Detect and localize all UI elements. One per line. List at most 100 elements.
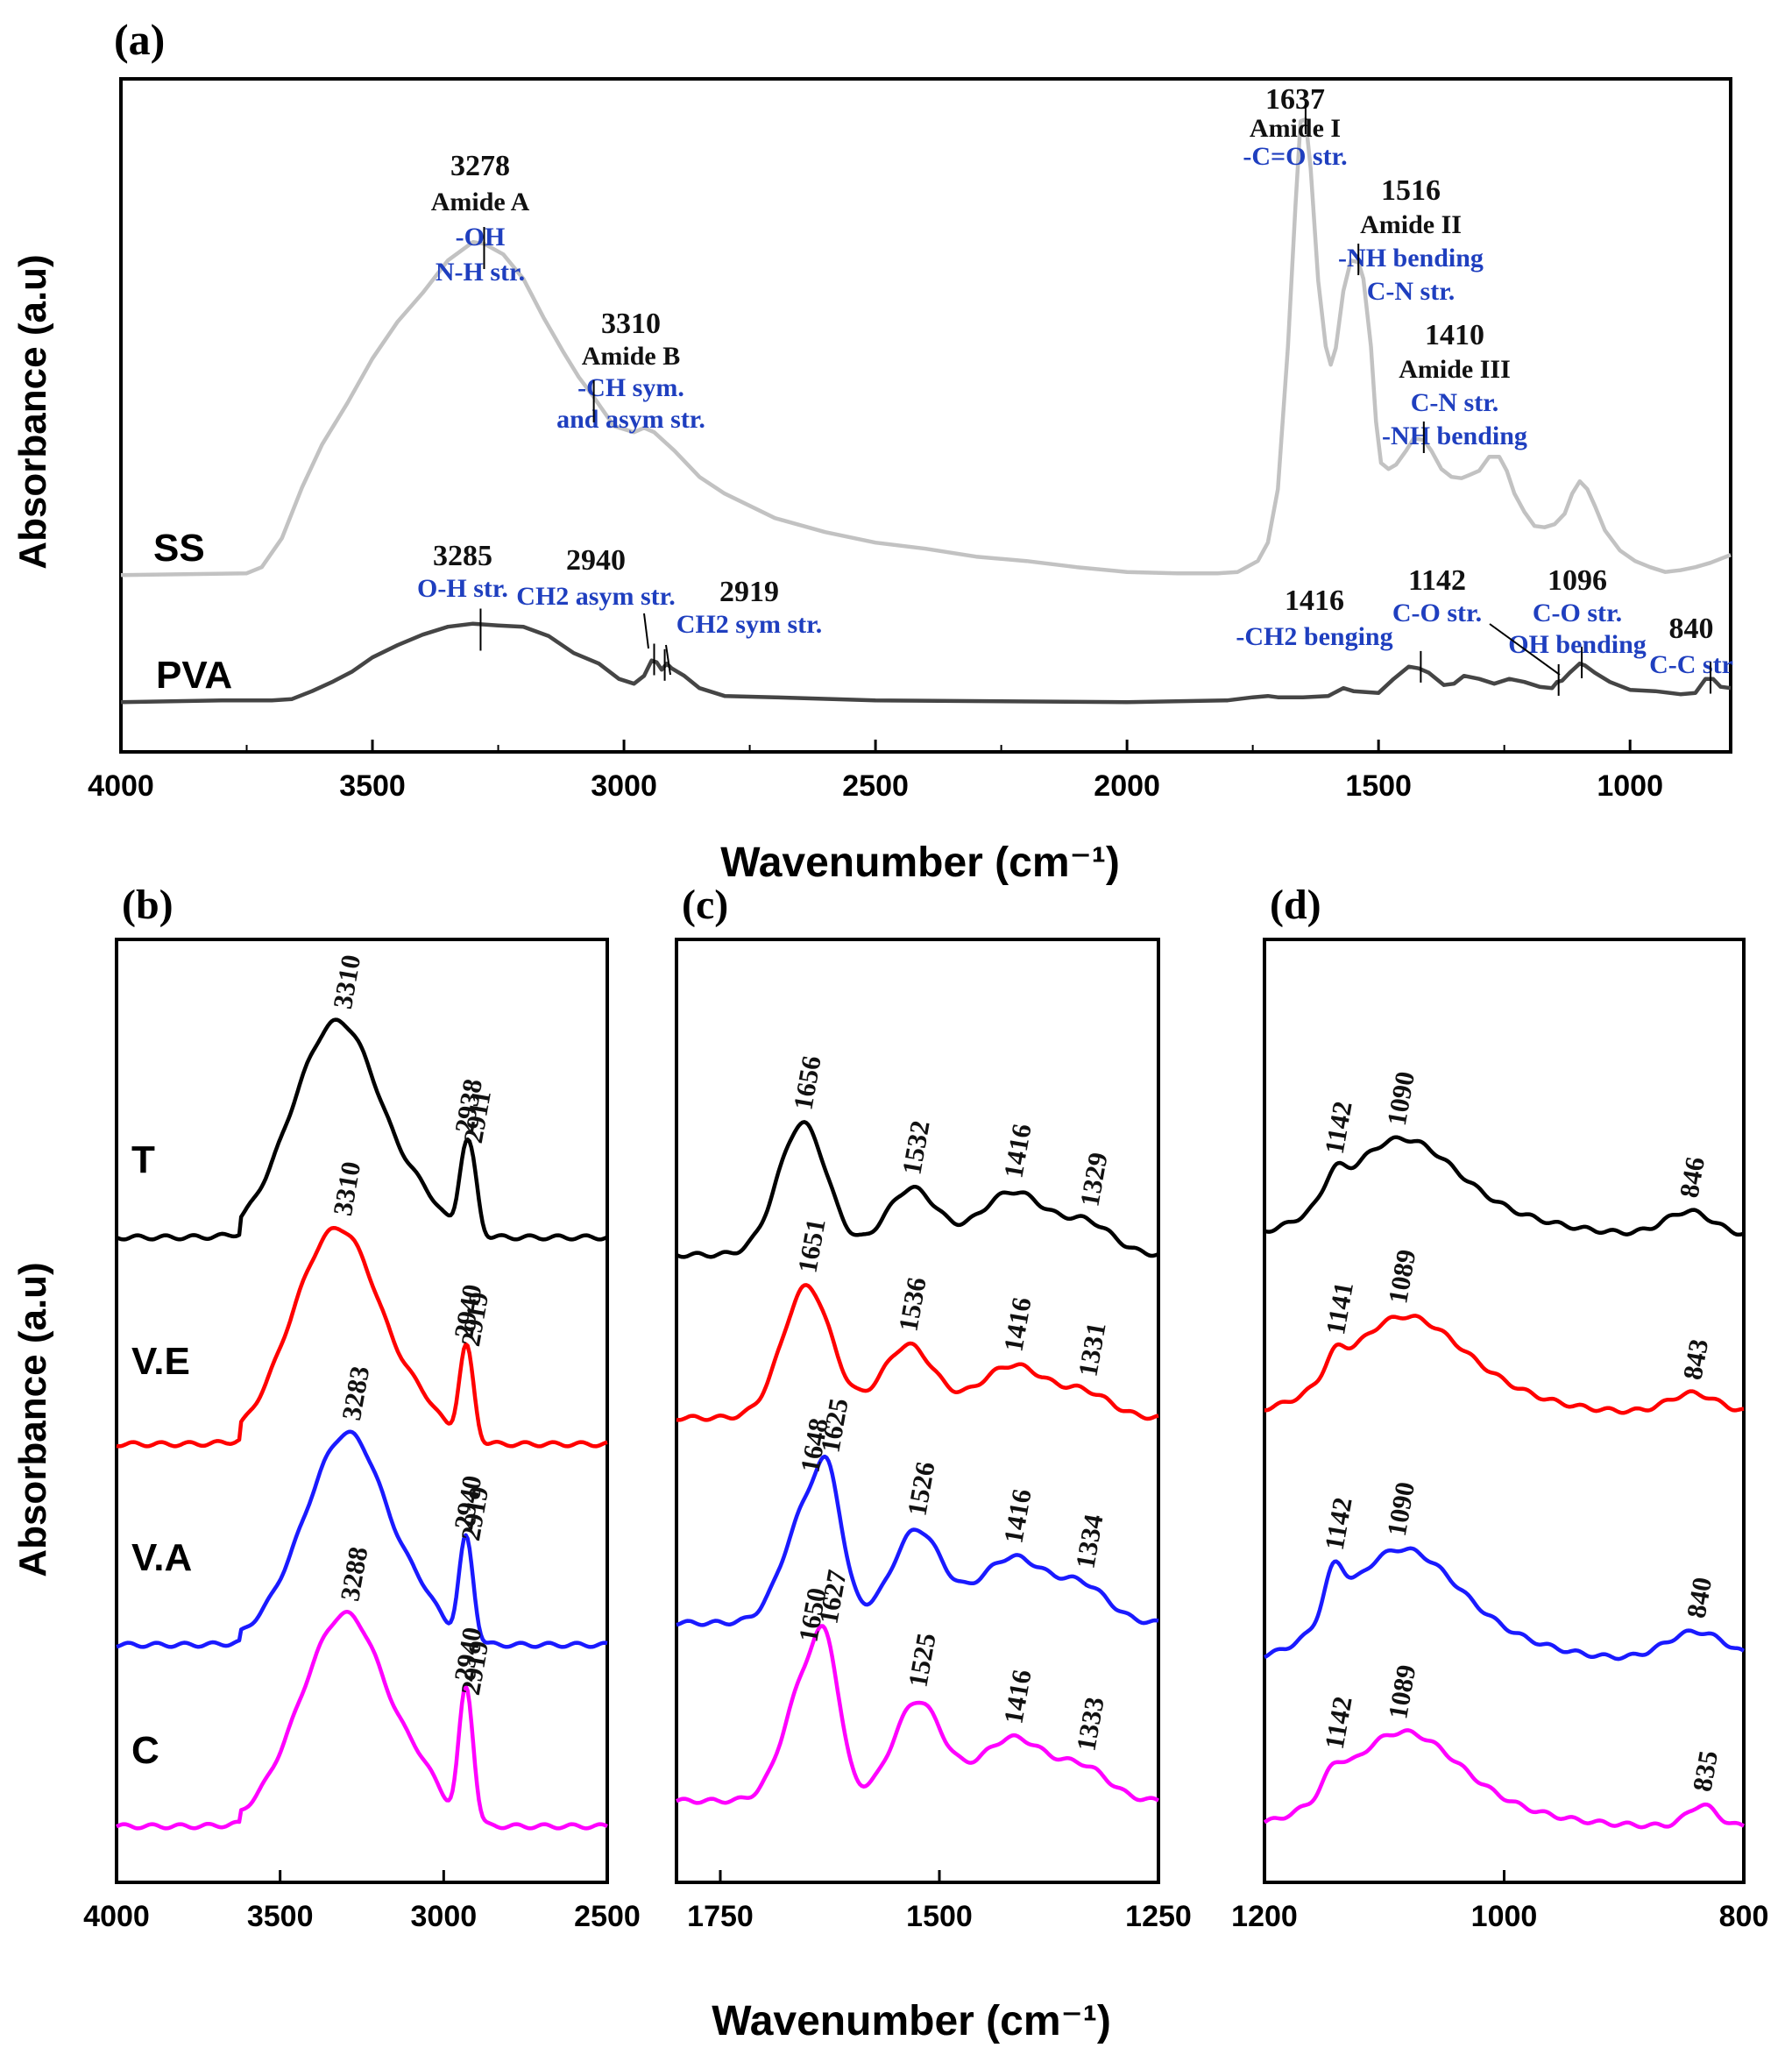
peak-label: 1651: [791, 1216, 831, 1275]
panel-b: 4000 3500 3000 2500331029382911331029402919…: [83, 938, 641, 1933]
x-tick-label: 3000: [411, 1900, 478, 1933]
peak-label: 3283: [336, 1364, 375, 1422]
x-tick-label: 1000: [1471, 1900, 1538, 1933]
peak-annotation: -OH: [456, 223, 506, 252]
peak-label: 3310: [327, 953, 366, 1011]
peak-label: 1329: [1073, 1150, 1113, 1208]
series-label: C: [131, 1729, 159, 1772]
plot-frame-c: [675, 938, 1160, 1884]
peak-annotation: Amide B: [582, 342, 681, 371]
peak-label: 1416: [997, 1295, 1037, 1354]
panel-label-d: (d): [1270, 882, 1321, 928]
peak-annotation: C-O str.: [1392, 599, 1482, 627]
peak-label: 1627: [812, 1568, 852, 1626]
peak-annotation: Amide A: [431, 188, 530, 216]
leader-line: [643, 613, 649, 649]
peak-label: 1141: [1320, 1279, 1359, 1336]
peak-annotation: 1416: [1285, 585, 1344, 617]
series-line-t: [1264, 1135, 1745, 1237]
peak-label: 1090: [1381, 1479, 1420, 1538]
peak-label: 1526: [901, 1459, 940, 1518]
peak-annotation: 1142: [1408, 564, 1466, 597]
x-axis-title-shared: Wavenumber (cm⁻¹): [712, 1998, 1111, 2044]
peak-label: 1142: [1319, 1495, 1358, 1552]
peak-annotation: CH2 sym str.: [676, 610, 822, 639]
peak-label: 1625: [814, 1396, 854, 1455]
peak-label: 3288: [334, 1544, 373, 1603]
peak-annotation: C-O str.: [1533, 599, 1622, 627]
series-line-ss: [120, 117, 1732, 578]
peak-annotation: 3278: [450, 150, 510, 182]
peak-annotation: CH2 asym str.: [516, 582, 675, 611]
peak-annotation: Amide I: [1250, 114, 1341, 143]
peak-label: 3310: [327, 1159, 366, 1218]
peak-label: 1089: [1382, 1247, 1421, 1306]
x-tick-label: 800: [1719, 1900, 1769, 1933]
peak-label: 1532: [896, 1118, 935, 1177]
peak-label: 846: [1674, 1155, 1711, 1201]
peak-label: 1331: [1072, 1320, 1111, 1378]
x-tick-label: 1250: [1125, 1900, 1192, 1933]
peak-annotation: -NH bending: [1338, 244, 1484, 273]
series-line-ve: [116, 1225, 608, 1449]
x-tick-label: 1500: [1345, 769, 1412, 803]
peak-label: 1333: [1070, 1695, 1109, 1754]
peak-label: 1416: [997, 1487, 1037, 1546]
series-line-c: [1263, 1728, 1746, 1830]
peak-annotation: O-H str.: [417, 574, 508, 603]
peak-label: 835: [1687, 1748, 1725, 1794]
panel-c: 1750 1500 1250 1656 1532 1416 1329 1651 1536 1416…: [675, 938, 1192, 1933]
peak-annotation: 1410: [1425, 319, 1484, 351]
leader-line: [665, 644, 671, 676]
peak-label: 1416: [997, 1122, 1037, 1180]
peak-annotation: C-C str: [1649, 650, 1733, 679]
series-line-pva: [120, 621, 1732, 705]
peak-label: 840: [1681, 1575, 1718, 1620]
x-tick-label: 1000: [1597, 769, 1663, 803]
peak-annotation: 1516: [1381, 174, 1441, 207]
peak-annotation: 1096: [1548, 564, 1607, 597]
peak-annotation: N-H str.: [436, 258, 525, 287]
x-axis-title-a: Wavenumber (cm⁻¹): [720, 840, 1120, 886]
x-tick-label: 2500: [574, 1900, 641, 1933]
series-line-va: [116, 1429, 608, 1649]
peak-label: 1334: [1069, 1512, 1108, 1570]
y-axis-title-a: Absorbance (a.u): [11, 254, 54, 569]
peak-annotation: OH bending: [1508, 630, 1647, 659]
panel-label-c: (c): [682, 882, 728, 928]
peak-label: 1089: [1382, 1662, 1421, 1721]
peak-label: 1142: [1319, 1099, 1358, 1156]
series-label-ss: SS: [153, 527, 205, 570]
peak-annotation: Amide III: [1399, 355, 1511, 384]
peak-annotation: C-N str.: [1411, 388, 1499, 417]
peak-annotation: Amide II: [1360, 210, 1462, 239]
peak-annotation: 1637: [1265, 83, 1325, 116]
series-line-c: [116, 1609, 608, 1831]
peak-annotation: 2940: [566, 544, 626, 577]
series-line-va: [1263, 1546, 1746, 1662]
x-tick-label: 1500: [906, 1900, 973, 1933]
x-tick-label: 4000: [88, 769, 154, 803]
panel-label-b: (b): [122, 882, 174, 928]
peak-label: 1525: [902, 1631, 941, 1690]
x-tick-label: 3000: [591, 769, 657, 803]
series-line-va: [676, 1454, 1159, 1627]
peak-annotation: and asym str.: [556, 405, 705, 434]
series-line-t: [116, 1017, 608, 1242]
peak-label: 1416: [997, 1668, 1037, 1726]
peak-label: 1142: [1319, 1694, 1358, 1751]
panel-a: 4000 3500 3000 2500 2000 1500 1000 SS PVA 3278 Ami…: [88, 77, 1733, 803]
peak-annotation: -C=O str.: [1243, 142, 1347, 171]
x-tick-label: 1200: [1231, 1900, 1298, 1933]
series-label: V.A: [131, 1536, 192, 1579]
peak-annotation: 840: [1669, 613, 1714, 645]
peak-label: 1090: [1381, 1069, 1420, 1128]
series-line-t: [676, 1120, 1159, 1259]
peak-annotation: -CH sym.: [577, 373, 684, 402]
plot-frame-a: [119, 77, 1732, 754]
plot-frame-b: [115, 938, 609, 1884]
peak-annotation: -CH2 benging: [1236, 622, 1392, 651]
peak-label: 1656: [787, 1053, 826, 1112]
x-tick-label: 3500: [339, 769, 406, 803]
peak-annotation: 3285: [433, 540, 492, 572]
